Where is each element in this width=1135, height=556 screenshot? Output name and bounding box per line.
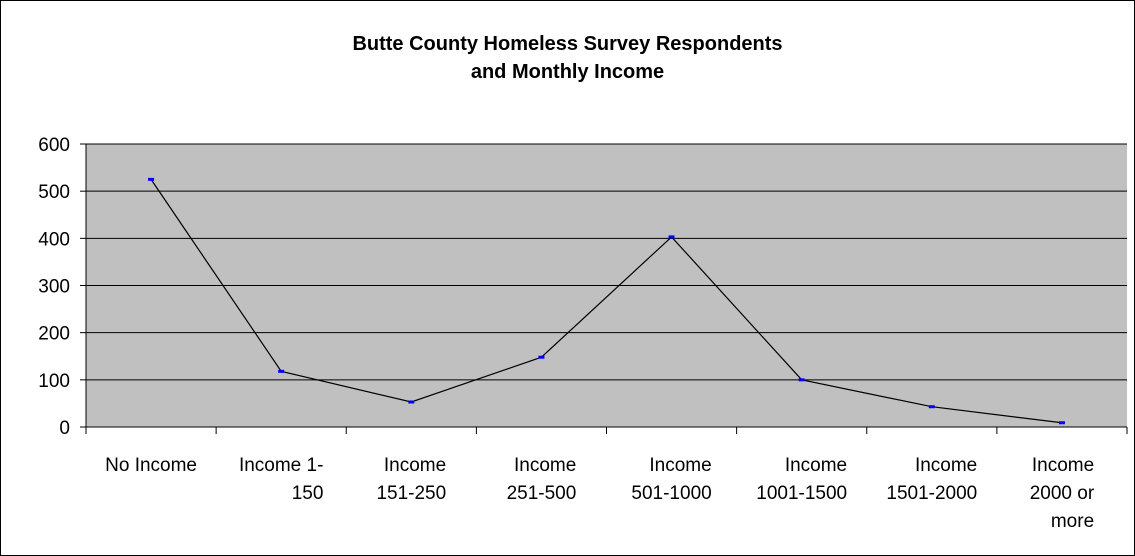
axes <box>80 143 1128 434</box>
chart-title-line-1: Butte County Homeless Survey Respondents <box>352 33 783 55</box>
data-point <box>408 400 415 404</box>
data-point <box>928 405 935 409</box>
y-tick-label: 600 <box>38 135 70 156</box>
x-tick-label: Income 1-150 <box>239 455 323 504</box>
data-point <box>278 369 285 373</box>
y-tick-label: 100 <box>38 371 70 392</box>
data-point <box>148 177 155 181</box>
y-tick-label: 300 <box>38 277 70 298</box>
data-point <box>538 355 545 359</box>
gridlines <box>86 143 1127 381</box>
series-line <box>150 179 1063 424</box>
chart-title-line-2: and Monthly Income <box>470 61 665 83</box>
data-point <box>668 235 675 239</box>
y-tick-label: 400 <box>38 229 70 250</box>
data-point <box>1058 421 1065 425</box>
y-axis-tick-labels: 0 100 200 300 400 500 600 <box>38 135 70 439</box>
chart-title: Butte County Homeless Survey Respondents… <box>0 30 1135 86</box>
y-tick-label: 200 <box>38 324 70 345</box>
y-tick-label: 500 <box>38 182 70 203</box>
x-tick-label: Income 501-1000 <box>631 455 711 504</box>
x-tick-label: Income 2000 or more <box>1030 455 1095 532</box>
data-markers <box>148 177 1065 425</box>
data-point <box>798 378 805 382</box>
x-tick-label: Income 251-500 <box>507 455 577 504</box>
x-tick-label: Income 1001-1500 <box>756 455 847 504</box>
y-tick-label: 0 <box>59 418 70 439</box>
x-axis-tick-labels: No Income Income 1-150 Income 151-250 Income… <box>105 455 1095 532</box>
x-tick-label: Income 151-250 <box>376 455 446 504</box>
x-tick-label: Income 1501-2000 <box>886 455 977 504</box>
x-tick-label: No Income <box>105 455 197 476</box>
